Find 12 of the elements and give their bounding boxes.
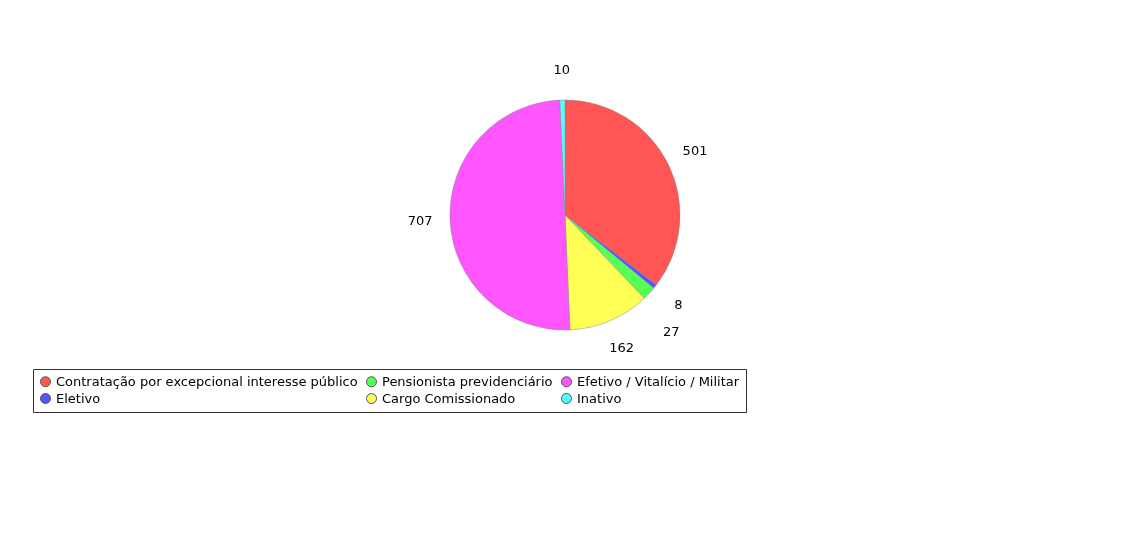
data-label: 707 <box>407 213 433 229</box>
legend-label: Contratação por excepcional interesse público <box>56 373 358 389</box>
legend-label: Pensionista previdenciário <box>382 373 553 389</box>
legend-label: Cargo Comissionado <box>382 390 516 406</box>
data-label: 501 <box>682 142 708 158</box>
legend-label: Eletivo <box>56 390 101 406</box>
data-label: 162 <box>609 340 635 356</box>
data-label: 8 <box>674 297 683 313</box>
legend-label: Inativo <box>577 390 622 406</box>
legend-label: Efetivo / Vitalício / Militar <box>577 373 740 389</box>
data-label: 10 <box>553 62 571 78</box>
data-label: 27 <box>662 323 680 339</box>
